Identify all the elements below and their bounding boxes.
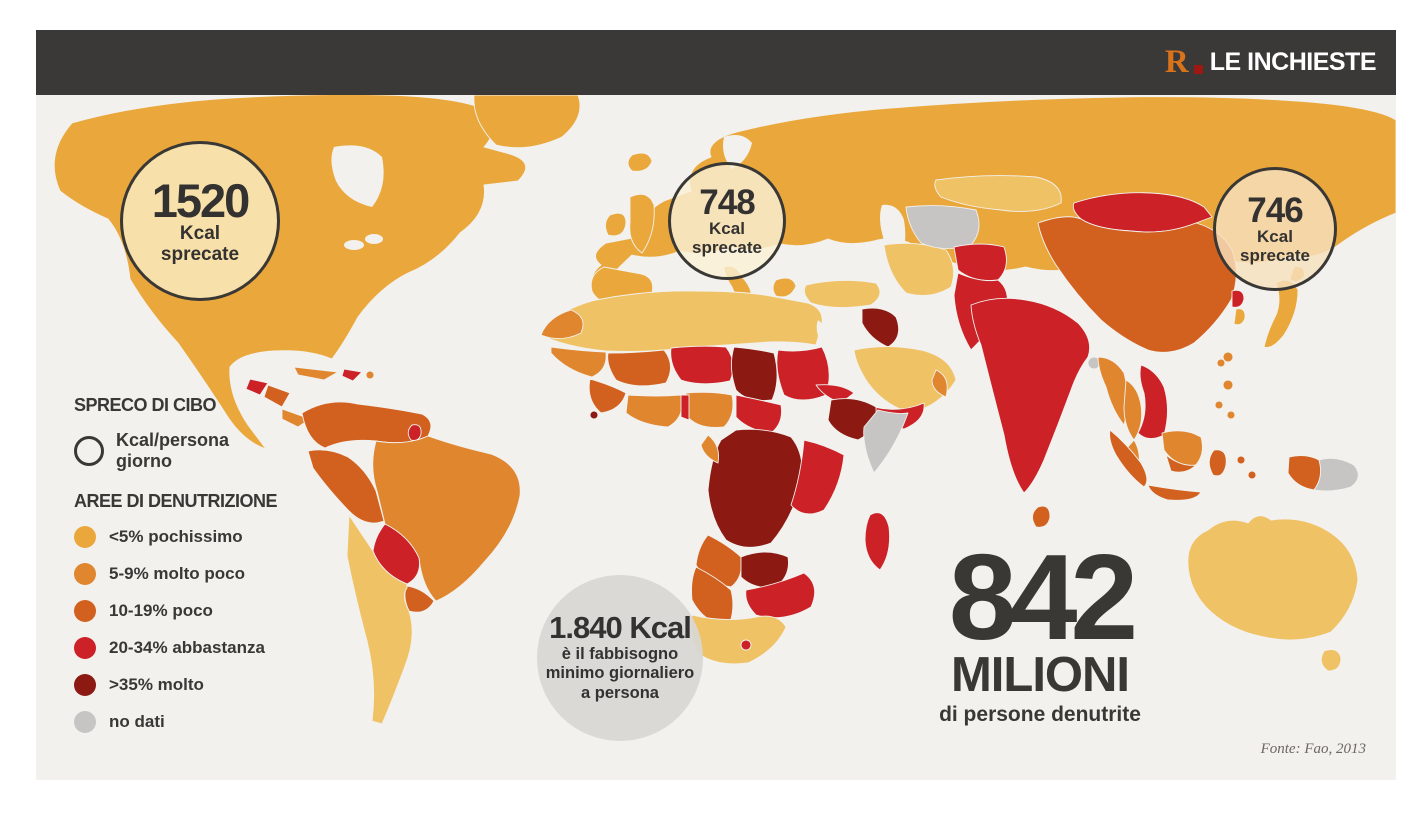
waste-value: 748	[699, 182, 755, 222]
stat-unit: MILIONI	[950, 648, 1130, 703]
legend-item: >35% molto	[74, 674, 324, 697]
waste-label: sprecate	[160, 243, 240, 265]
infographic-panel: R LE INCHIESTE	[36, 30, 1396, 780]
legend-swatch-icon	[74, 637, 96, 660]
legend-waste-unit-line2: giorno	[116, 450, 172, 471]
requirement-value: 1.840 Kcal	[549, 610, 692, 646]
legend: SPRECO DI CIBO Kcal/persona giorno AREE …	[74, 395, 324, 748]
legend-swatch-icon	[74, 526, 96, 549]
legend-swatch-icon	[74, 711, 96, 734]
requirement-line2: minimo giornaliero	[545, 664, 695, 683]
legend-item: <5% pochissimo	[74, 526, 324, 549]
region-south-america	[301, 401, 521, 725]
stat-number: 842	[948, 529, 1139, 665]
logo-wordmark: LE INCHIESTE	[1209, 47, 1377, 76]
legend-item: no dati	[74, 711, 324, 734]
waste-value: 1520	[151, 173, 251, 227]
logo-red-mark-icon	[1193, 64, 1203, 74]
legend-waste-unit: Kcal/persona giorno	[116, 430, 229, 471]
legend-items: <5% pochissimo 5-9% molto poco 10-19% po…	[74, 526, 324, 734]
legend-item: 10-19% poco	[74, 600, 324, 623]
legend-item: 5-9% molto poco	[74, 563, 324, 586]
legend-item-label: >35% molto	[109, 675, 204, 695]
waste-label: sprecate	[692, 237, 762, 257]
requirement-note-circle: 1.840 Kcal è il fabbisogno minimo giorna…	[537, 575, 703, 741]
source-credit: Fonte: Fao, 2013	[1260, 741, 1366, 757]
waste-label: sprecate	[1240, 245, 1310, 265]
waste-value: 746	[1247, 190, 1303, 230]
undernourished-stat: 842 MILIONI di persone denutrite	[875, 529, 1205, 727]
requirement-line1: è il fabbisogno	[561, 644, 679, 663]
waste-unit: Kcal	[179, 222, 221, 244]
waste-circle-europe: 748 Kcal sprecate	[668, 162, 786, 280]
legend-item-label: 10-19% poco	[109, 601, 213, 621]
region-asia	[970, 192, 1359, 528]
legend-item-label: 5-9% molto poco	[109, 564, 246, 584]
legend-swatch-icon	[74, 563, 96, 586]
legend-item-label: 20-34% abbastanza	[109, 638, 265, 658]
legend-swatch-icon	[74, 674, 96, 697]
legend-waste-row: Kcal/persona giorno	[74, 430, 324, 471]
stat-caption: di persone denutrite	[939, 703, 1141, 727]
world-map-area: 1520 Kcal sprecate 748 Kcal sprecate 746…	[36, 95, 1396, 780]
header-bar: R LE INCHIESTE	[36, 30, 1396, 95]
waste-circle-east-asia: 746 Kcal sprecate	[1213, 167, 1337, 291]
requirement-line3: a persona	[581, 684, 659, 703]
legend-item-label: no dati	[109, 712, 165, 732]
waste-circle-north-america: 1520 Kcal sprecate	[120, 141, 280, 301]
legend-waste-title: SPRECO DI CIBO	[74, 395, 217, 415]
legend-item-label: <5% pochissimo	[109, 527, 243, 547]
publisher-logo[interactable]: R LE INCHIESTE	[1164, 44, 1377, 80]
repubblica-r-icon: R	[1164, 44, 1189, 80]
region-oceania	[1187, 515, 1359, 672]
legend-item: 20-34% abbastanza	[74, 637, 324, 660]
kcal-circle-icon	[74, 435, 104, 466]
legend-swatch-icon	[74, 600, 96, 623]
legend-hunger-title: AREE DI DENUTRIZIONE	[74, 491, 278, 512]
waste-unit: Kcal	[1257, 226, 1293, 246]
legend-waste-unit-line1: Kcal/persona	[116, 430, 230, 450]
region-africa	[540, 290, 909, 665]
waste-unit: Kcal	[709, 218, 745, 238]
